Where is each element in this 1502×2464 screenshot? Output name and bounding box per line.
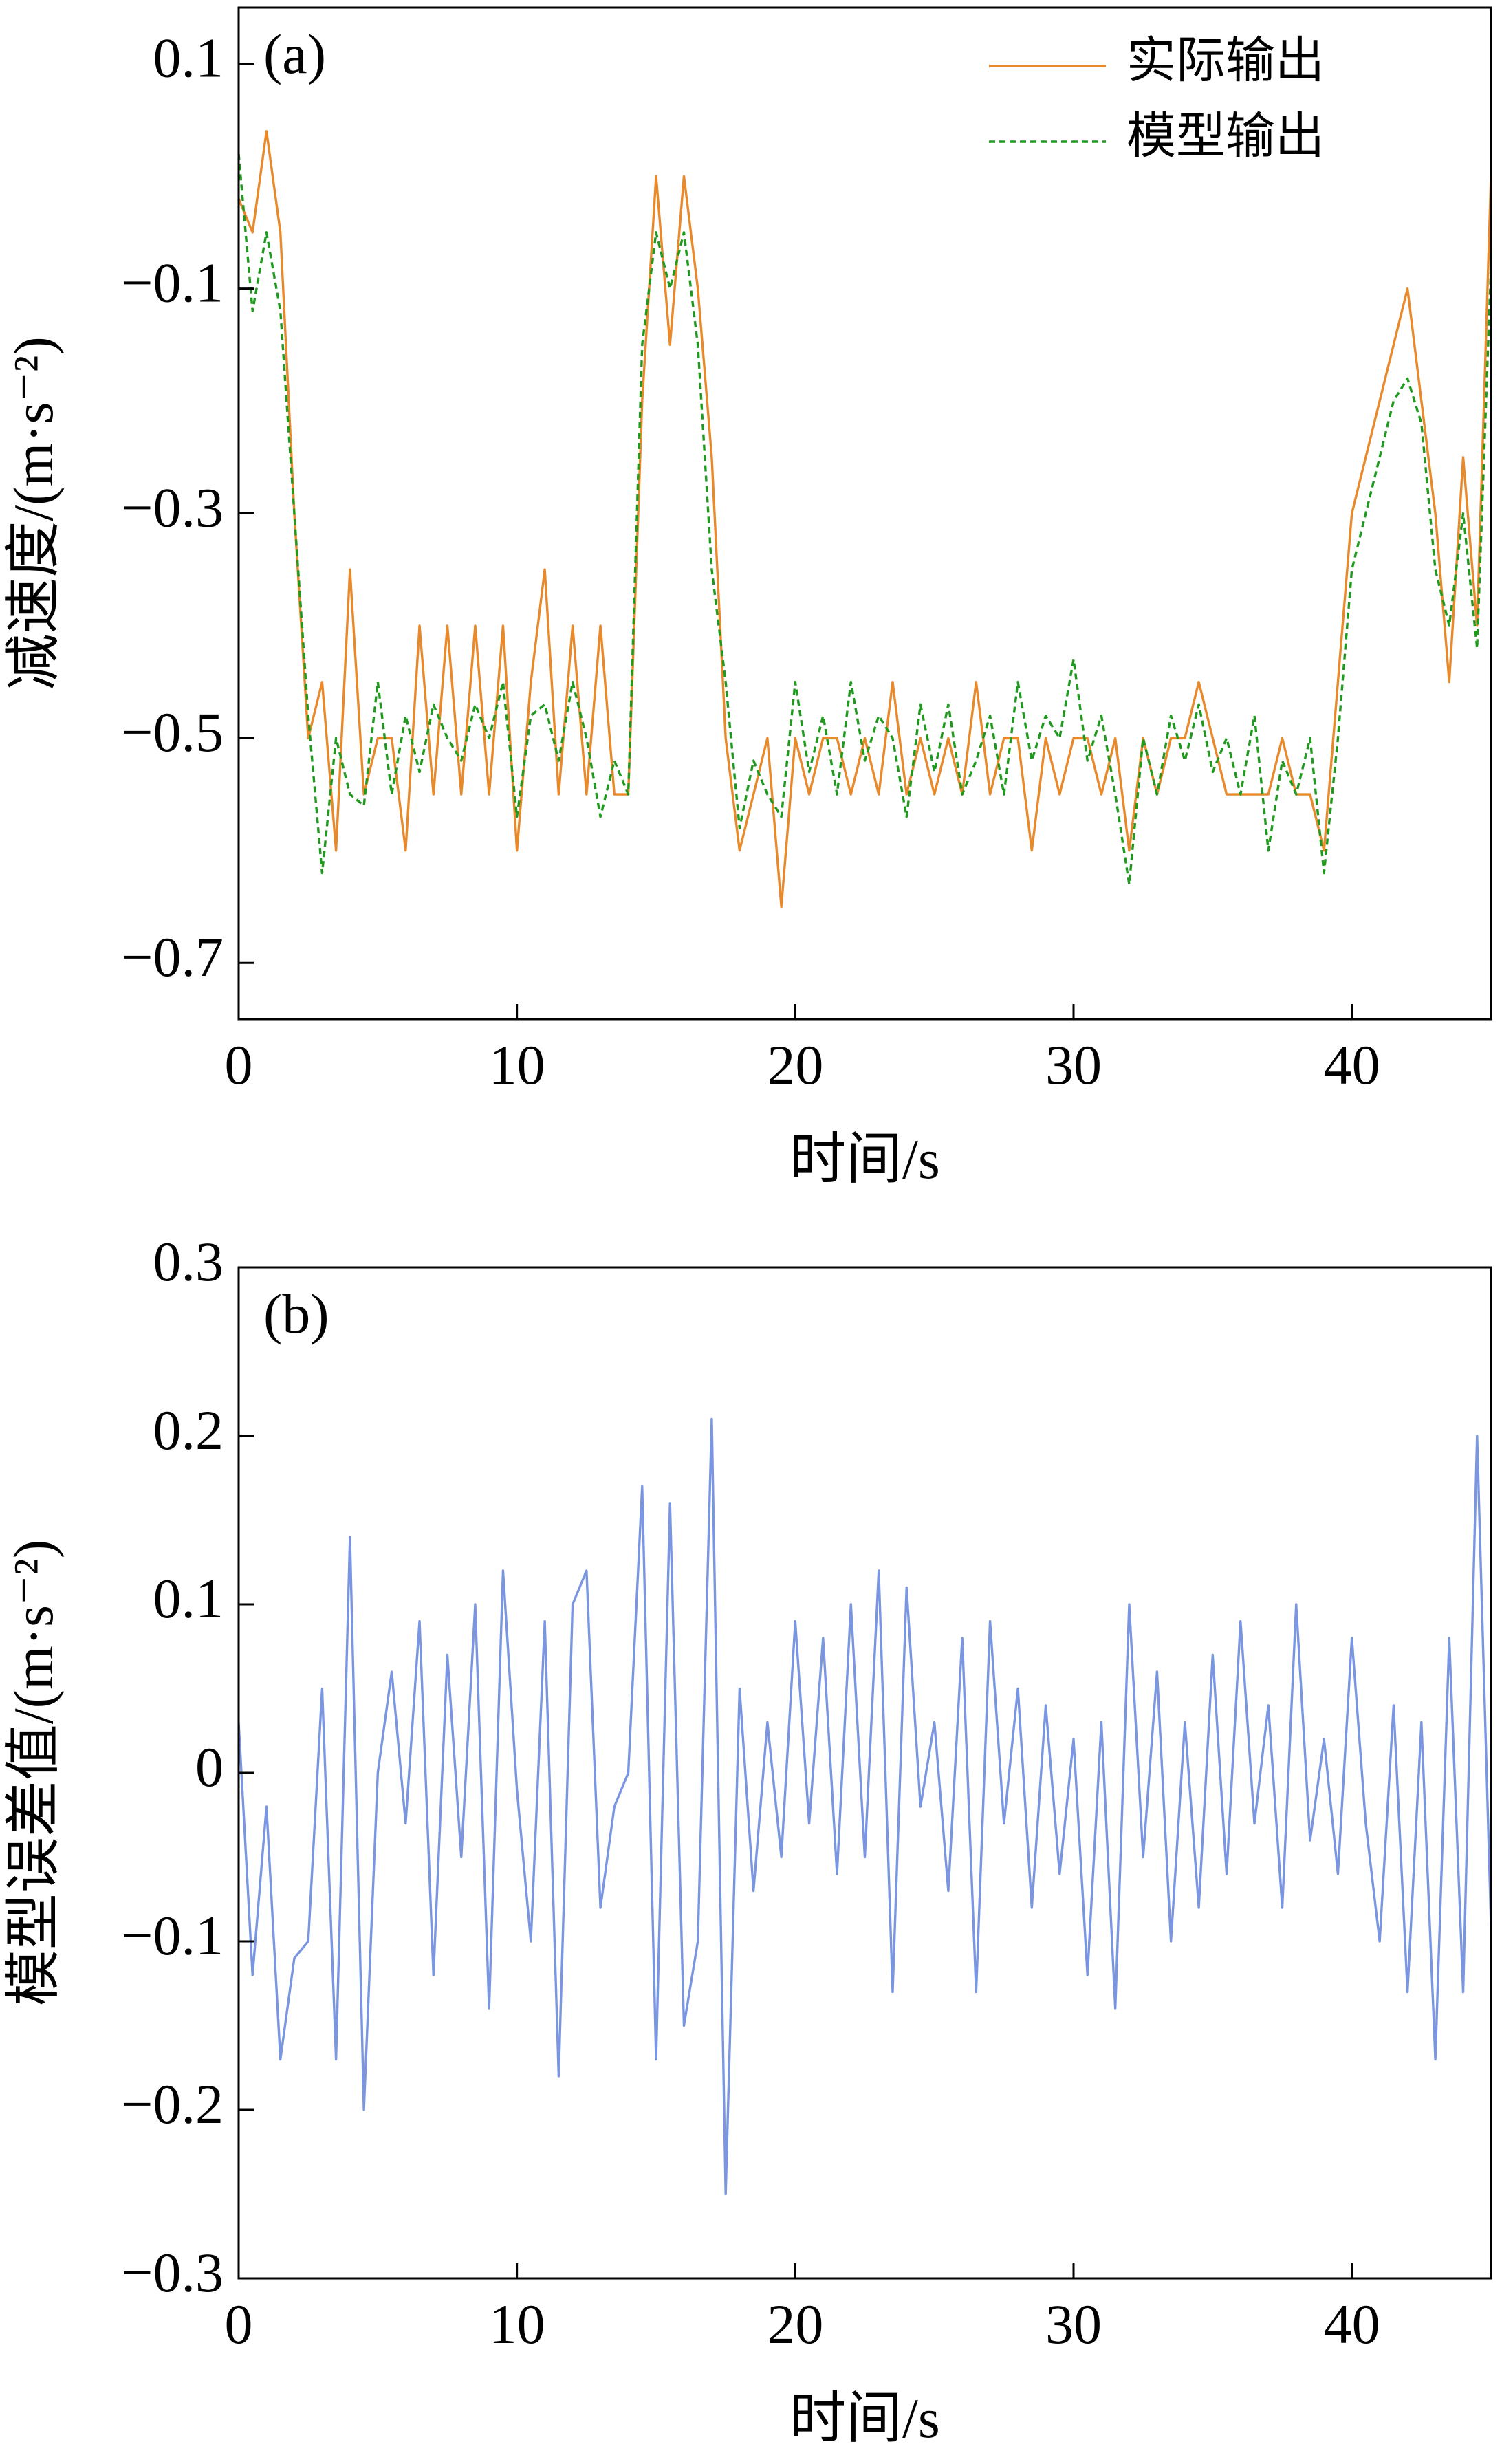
y-axis-label: 模型误差值/(m·s⁻²) [2,1540,65,2006]
y-tick-label: −0.7 [121,926,224,988]
y-tick-label: −0.5 [121,701,224,763]
x-tick-label: 20 [767,1034,823,1096]
y-tick-label: −0.3 [121,2241,224,2304]
panel-annotation: (a) [263,23,326,85]
series-line [239,1417,1491,2196]
series-line [239,153,1491,886]
y-tick-label: −0.3 [121,476,224,538]
x-tick-label: 20 [767,2293,823,2355]
legend-label: 模型输出 [1126,109,1325,164]
y-tick-label: 0.2 [153,1399,224,1461]
x-tick-label: 0 [225,1034,253,1096]
x-tick-label: 30 [1045,2293,1102,2355]
y-tick-label: 0.1 [153,1567,224,1630]
x-tick-label: 30 [1045,1034,1102,1096]
y-axis-label: 减速度/(m·s⁻²) [2,336,65,690]
x-tick-label: 10 [489,2293,545,2355]
panel-annotation: (b) [263,1283,329,1345]
x-axis-label: 时间/s [790,1128,940,1190]
y-tick-label: 0 [195,1736,224,1798]
legend-label: 实际输出 [1126,34,1325,89]
x-tick-label: 40 [1324,2293,1380,2355]
x-tick-label: 0 [225,2293,253,2355]
x-tick-label: 10 [489,1034,545,1096]
y-tick-label: −0.2 [121,2073,224,2135]
x-axis-label: 时间/s [790,2387,940,2450]
series-line [239,130,1491,908]
x-tick-label: 40 [1324,1034,1380,1096]
y-tick-label: −0.1 [121,1904,224,1967]
y-tick-label: −0.1 [121,251,224,314]
y-tick-label: 0.1 [153,27,224,89]
y-tick-label: 0.3 [153,1230,224,1293]
